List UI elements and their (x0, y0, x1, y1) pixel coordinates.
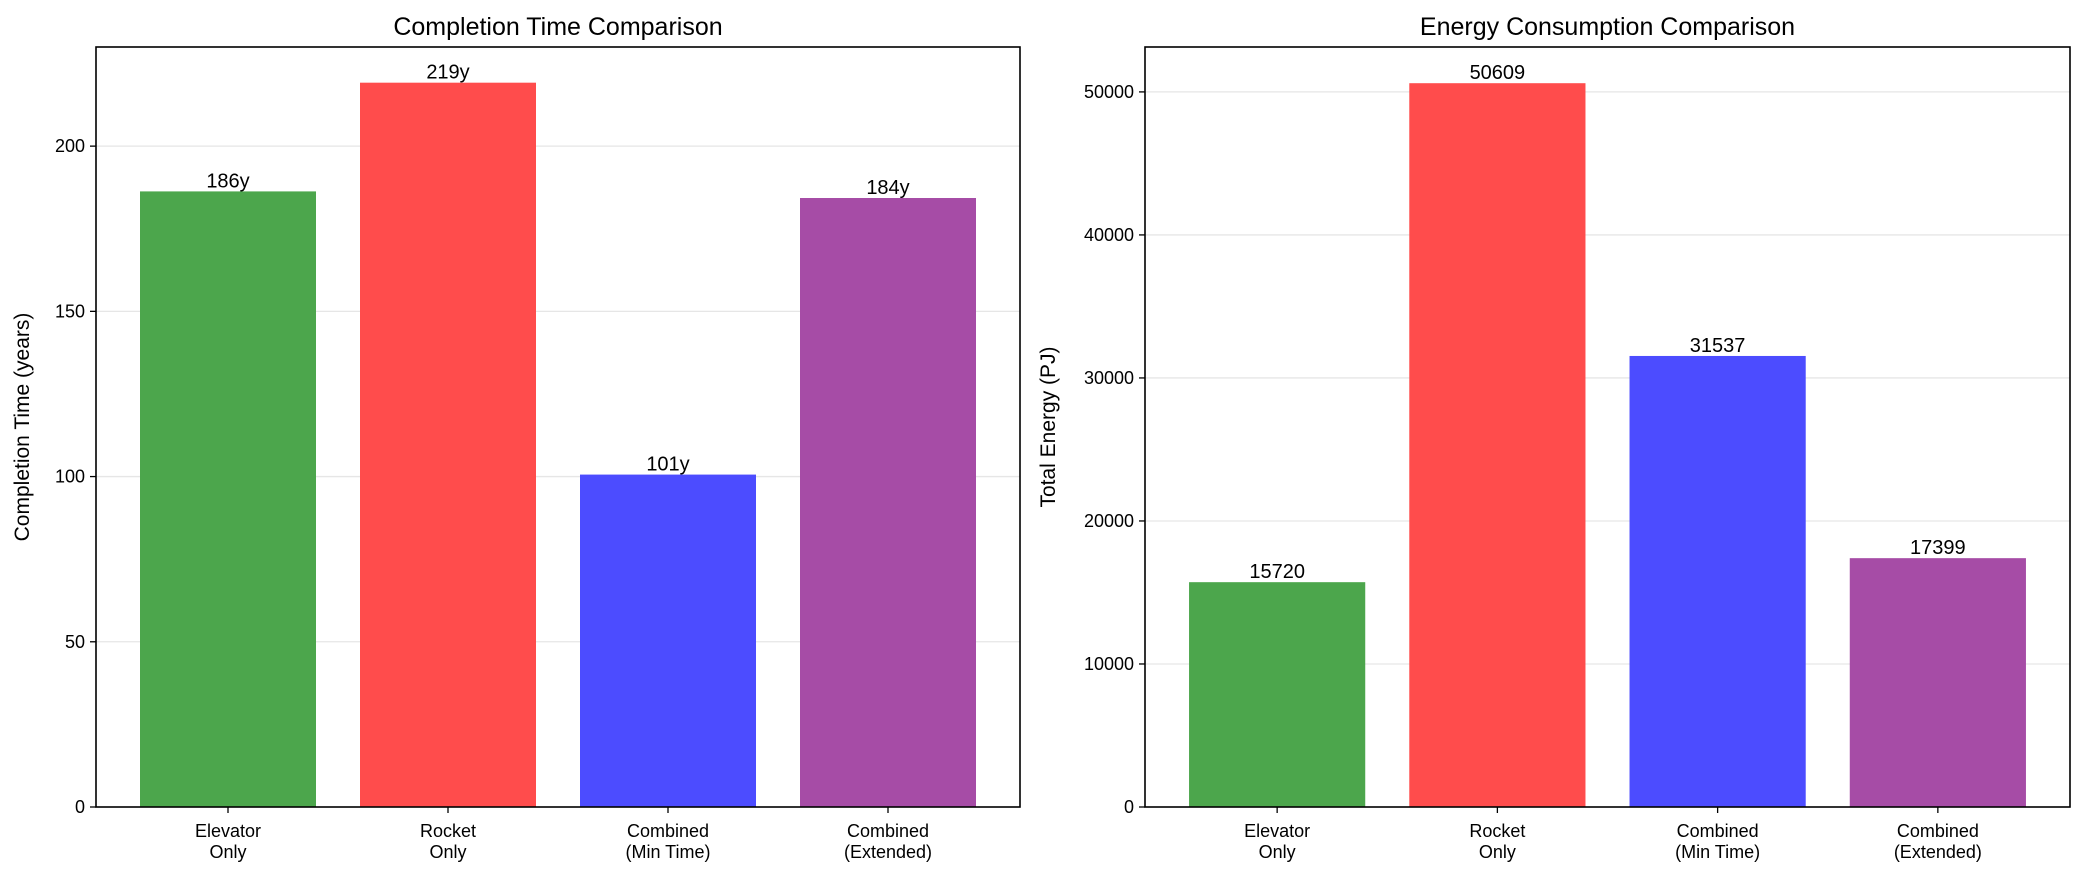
y-tick-label: 200 (55, 136, 85, 156)
axes-frame (1144, 46, 2071, 808)
x-tick-label: (Extended) (1894, 842, 1982, 862)
y-tick-label: 150 (55, 301, 85, 321)
y-tick-label: 100 (55, 467, 85, 487)
data-label: 184y (866, 177, 909, 199)
x-tick-label: Only (429, 842, 466, 862)
data-label: 50609 (1470, 62, 1526, 84)
y-axis-label: Total Energy (PJ) (1037, 346, 1060, 507)
data-label: 15720 (1249, 561, 1305, 583)
y-tick-label: 10000 (1084, 654, 1134, 674)
y-tick-label: 0 (75, 797, 85, 817)
y-tick-label: 40000 (1084, 225, 1134, 245)
chart-title: Completion Time Comparison (393, 13, 722, 41)
data-label: 31537 (1690, 335, 1746, 357)
bar (1629, 355, 1806, 807)
y-tick-label: 50 (65, 632, 85, 652)
chart-title: Energy Consumption Comparison (1420, 13, 1795, 41)
bar (1849, 558, 2026, 807)
x-tick-label: Only (1259, 842, 1296, 862)
y-tick-label: 20000 (1084, 511, 1134, 531)
data-label: 101y (646, 454, 689, 476)
x-tick-label: Combined (627, 821, 709, 841)
bar (1409, 83, 1586, 807)
data-label: 17399 (1910, 537, 1966, 559)
y-tick-label: 30000 (1084, 368, 1134, 388)
x-tick-label: Combined (1677, 821, 1759, 841)
x-tick-label: (Min Time) (1675, 842, 1760, 862)
data-label: 186y (206, 170, 249, 192)
x-tick-label: Combined (847, 821, 929, 841)
x-tick-label: (Extended) (844, 842, 932, 862)
x-tick-label: Only (209, 842, 246, 862)
y-tick-label: 50000 (1084, 82, 1134, 102)
y-tick-label: 0 (1124, 797, 1134, 817)
bar (140, 191, 316, 807)
chart-panel-1: 15720ElevatorOnly50609RocketOnly31537Com… (1037, 13, 2071, 862)
bar (360, 82, 536, 808)
bar (580, 474, 756, 807)
x-tick-label: Elevator (1244, 821, 1310, 841)
x-tick-label: Rocket (1469, 821, 1525, 841)
y-axis-label: Completion Time (years) (11, 313, 34, 542)
x-tick-label: Rocket (420, 821, 476, 841)
bar (1189, 582, 1366, 807)
bar (800, 198, 976, 808)
axes-frame (95, 46, 1021, 808)
x-tick-label: Elevator (195, 821, 261, 841)
x-tick-label: Only (1479, 842, 1516, 862)
chart-panel-0: 186yElevatorOnly219yRocketOnly101yCombin… (11, 13, 1021, 862)
x-tick-label: (Min Time) (626, 842, 711, 862)
data-label: 219y (426, 62, 469, 84)
x-tick-label: Combined (1897, 821, 1979, 841)
